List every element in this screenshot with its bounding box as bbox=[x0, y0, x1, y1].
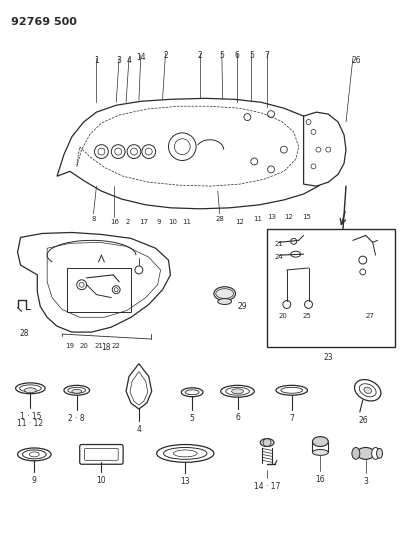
Text: 10: 10 bbox=[97, 476, 106, 485]
Text: 19: 19 bbox=[65, 343, 75, 349]
Text: 6: 6 bbox=[234, 51, 239, 60]
Text: 10: 10 bbox=[168, 219, 177, 225]
Ellipse shape bbox=[313, 449, 328, 455]
Polygon shape bbox=[126, 364, 152, 409]
Text: 20: 20 bbox=[79, 343, 88, 349]
Ellipse shape bbox=[357, 448, 375, 459]
Text: 14: 14 bbox=[136, 53, 146, 62]
Text: 9: 9 bbox=[156, 219, 161, 225]
Ellipse shape bbox=[218, 298, 232, 304]
Text: 1 · 15: 1 · 15 bbox=[20, 412, 41, 421]
Polygon shape bbox=[304, 112, 346, 186]
Text: 16: 16 bbox=[315, 475, 325, 484]
Text: 4: 4 bbox=[127, 56, 132, 65]
Text: 21: 21 bbox=[275, 241, 284, 247]
Text: 7: 7 bbox=[289, 414, 294, 423]
Polygon shape bbox=[17, 232, 171, 332]
Text: 17: 17 bbox=[139, 219, 148, 225]
Text: 7: 7 bbox=[264, 51, 270, 60]
Text: 26: 26 bbox=[359, 416, 369, 425]
Text: 12: 12 bbox=[284, 214, 293, 220]
Text: 5: 5 bbox=[249, 51, 254, 60]
Text: 20: 20 bbox=[279, 313, 287, 319]
Text: 21: 21 bbox=[95, 343, 104, 349]
Text: 12: 12 bbox=[235, 219, 244, 225]
Text: 26: 26 bbox=[351, 56, 361, 65]
Text: 11 · 12: 11 · 12 bbox=[17, 419, 43, 428]
Text: 15: 15 bbox=[302, 214, 311, 220]
Ellipse shape bbox=[260, 439, 274, 447]
Text: 11: 11 bbox=[182, 219, 191, 225]
Polygon shape bbox=[57, 99, 334, 209]
Ellipse shape bbox=[372, 448, 379, 459]
Text: 24: 24 bbox=[275, 254, 284, 260]
Text: 2: 2 bbox=[198, 51, 202, 60]
Text: 22: 22 bbox=[112, 343, 121, 349]
Ellipse shape bbox=[313, 437, 328, 447]
Text: 1: 1 bbox=[94, 56, 99, 65]
Ellipse shape bbox=[214, 287, 236, 301]
Text: 28: 28 bbox=[215, 216, 224, 222]
Ellipse shape bbox=[352, 448, 360, 459]
Text: 14 · 17: 14 · 17 bbox=[254, 482, 280, 491]
Text: 3: 3 bbox=[363, 477, 368, 486]
Ellipse shape bbox=[24, 388, 36, 393]
Text: 5: 5 bbox=[190, 414, 194, 423]
Text: 13: 13 bbox=[268, 214, 277, 220]
Text: 16: 16 bbox=[110, 219, 119, 225]
Text: 4: 4 bbox=[136, 425, 141, 434]
Text: 13: 13 bbox=[181, 477, 190, 486]
Text: 2 · 8: 2 · 8 bbox=[68, 414, 85, 423]
Text: 28: 28 bbox=[20, 329, 29, 338]
Text: 29: 29 bbox=[237, 302, 247, 311]
Ellipse shape bbox=[72, 389, 82, 393]
Text: 25: 25 bbox=[302, 313, 311, 319]
Text: 2: 2 bbox=[126, 219, 130, 225]
Text: 5: 5 bbox=[219, 51, 224, 60]
Text: 9: 9 bbox=[32, 476, 37, 485]
FancyBboxPatch shape bbox=[267, 229, 395, 347]
Text: 92769 500: 92769 500 bbox=[11, 18, 77, 28]
Text: 3: 3 bbox=[117, 56, 121, 65]
Ellipse shape bbox=[364, 387, 371, 393]
Text: 23: 23 bbox=[324, 353, 333, 362]
Text: 6: 6 bbox=[235, 413, 240, 422]
Ellipse shape bbox=[232, 389, 243, 394]
Text: 27: 27 bbox=[365, 313, 374, 319]
Text: 11: 11 bbox=[253, 216, 262, 222]
Text: 18: 18 bbox=[102, 343, 111, 352]
Text: 2: 2 bbox=[163, 51, 168, 60]
Text: 8: 8 bbox=[91, 216, 96, 222]
Ellipse shape bbox=[377, 448, 382, 458]
